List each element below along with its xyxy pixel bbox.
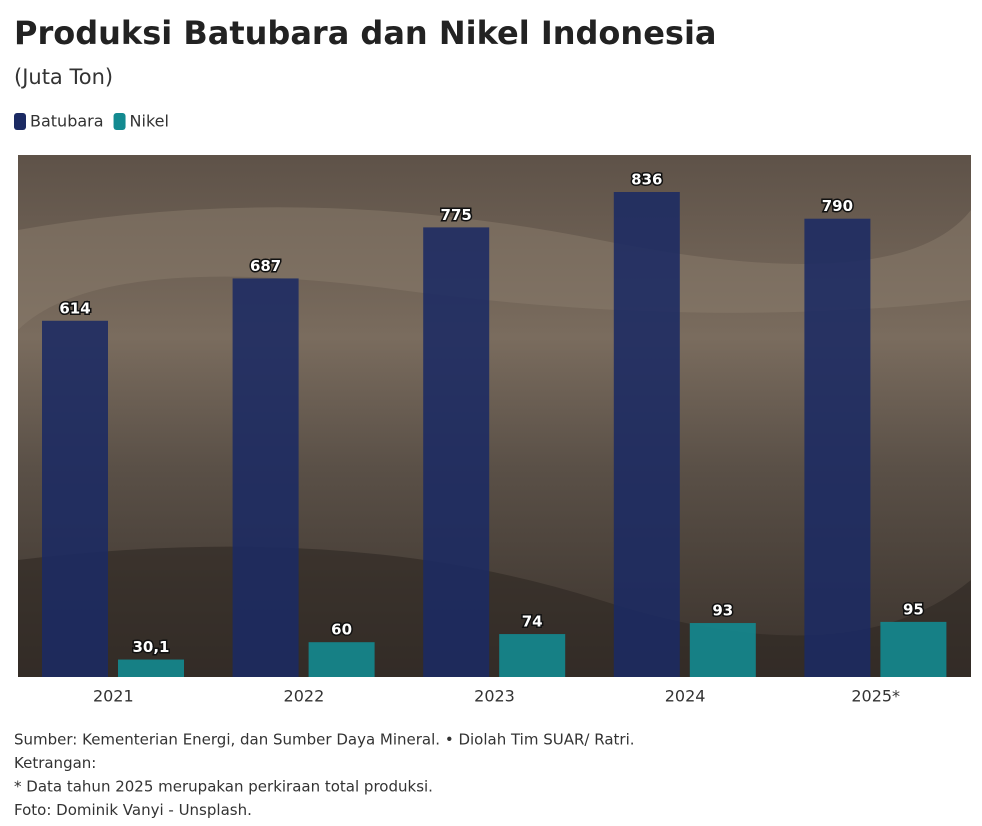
photo-texture [18, 207, 971, 330]
chart-title: Produksi Batubara dan Nikel Indonesia [14, 14, 717, 52]
legend-label: Nikel [130, 112, 169, 131]
value-label: 790 [822, 197, 853, 215]
x-tick-label: 2025* [851, 687, 900, 706]
x-tick-label: 2024 [665, 687, 706, 706]
bar [804, 218, 871, 678]
value-label: 74 [522, 613, 543, 631]
bar [689, 623, 756, 677]
plot: 2021 614 30,1 2022 687 60 2023 775 74 2024 836 93 20… [42, 169, 947, 706]
note: Sumber: Kementerian Energi, dan Sumber D… [14, 731, 635, 749]
value-label: 93 [712, 602, 733, 620]
value-label: 60 [331, 621, 352, 639]
bar [118, 659, 184, 677]
x-tick-label: 2022 [284, 687, 325, 706]
x-tick-label: 2023 [474, 687, 515, 706]
chart-subtitle: (Juta Ton) [14, 65, 113, 89]
value-label: 95 [903, 600, 924, 618]
x-tick-label: 2021 [93, 687, 134, 706]
bar [613, 192, 680, 677]
bar [499, 634, 566, 677]
note: Foto: Dominik Vanyi - Unsplash. [14, 801, 252, 819]
legend-swatch [14, 113, 26, 130]
note: * Data tahun 2025 merupakan perkiraan to… [14, 778, 433, 796]
bar [880, 621, 947, 677]
value-label: 687 [250, 257, 281, 275]
legend: Batubara Nikel [14, 112, 169, 131]
bar [308, 642, 375, 677]
value-label: 614 [59, 299, 90, 317]
value-label: 836 [631, 171, 662, 189]
bar [232, 278, 299, 677]
value-label: 775 [441, 206, 472, 224]
notes: Sumber: Kementerian Energi, dan Sumber D… [14, 731, 635, 820]
note: Ketrangan: [14, 754, 96, 772]
bar [42, 320, 108, 677]
value-label: 30,1 [132, 638, 169, 656]
bar [423, 227, 490, 677]
legend-label: Batubara [30, 112, 104, 131]
legend-swatch [113, 113, 126, 130]
